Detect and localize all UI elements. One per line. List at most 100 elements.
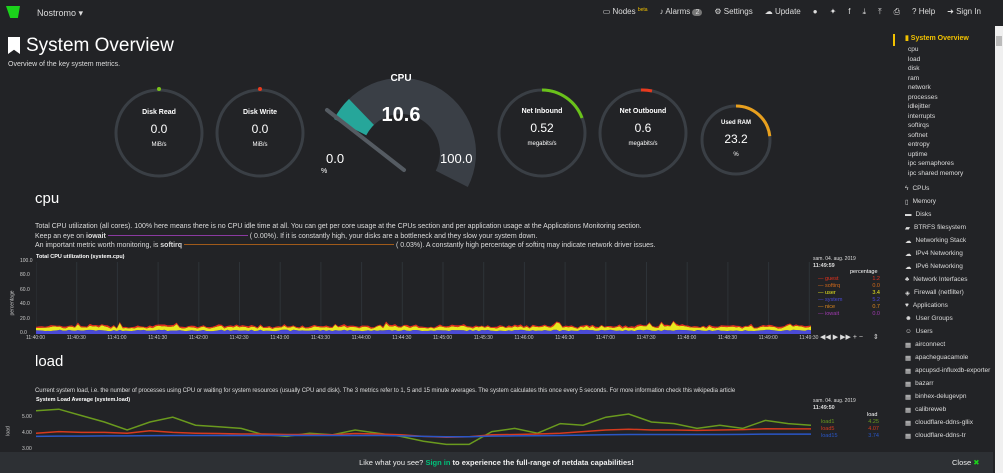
sidebar-subitem-uptime[interactable]: uptime bbox=[908, 150, 928, 158]
nav-sign-in[interactable]: ➜ Sign In bbox=[947, 7, 981, 17]
nav-download[interactable]: ⤓ bbox=[863, 7, 867, 17]
signin-link[interactable]: Sign in bbox=[425, 458, 451, 467]
sidebar-item-networking-stack[interactable]: ☁ Networking Stack bbox=[893, 237, 993, 250]
legend-item-iowait[interactable]: — iowait 0.0 bbox=[818, 311, 880, 317]
nav-print[interactable]: ⎙ bbox=[894, 7, 900, 17]
y-tick: 60.0 bbox=[20, 286, 30, 293]
sidebar-subitem-network[interactable]: network bbox=[908, 84, 931, 91]
sidebar-subitem-cpu[interactable]: cpu bbox=[908, 46, 919, 53]
legend-item-nice[interactable]: — nice 0.7 bbox=[818, 304, 880, 310]
sidebar-subitem-disk[interactable]: disk bbox=[908, 65, 920, 72]
scrollbar[interactable] bbox=[995, 26, 1003, 473]
pan-right-button[interactable]: ▶▶ bbox=[840, 334, 851, 341]
nav-nodes[interactable]: ▭ Nodes beta bbox=[603, 7, 648, 17]
legend-item-user[interactable]: — user 3.4 bbox=[818, 290, 880, 296]
sidebar-item-memory[interactable]: ▯ Memory bbox=[893, 198, 993, 211]
legend-item-softirq[interactable]: — softirq 0.0 bbox=[818, 283, 880, 289]
series-value: 1.2 bbox=[872, 276, 880, 282]
cpu-gauge-title: CPU bbox=[390, 73, 412, 84]
grid-icon: ▦ bbox=[905, 355, 912, 362]
sidebar-subitem-softirqs[interactable]: softirqs bbox=[908, 122, 929, 129]
sidebar-subitem-load[interactable]: load bbox=[908, 55, 921, 63]
sidebar-item-ipv4-networking[interactable]: ☁ IPv4 Networking bbox=[893, 250, 993, 263]
host-dropdown[interactable]: Nostromo ▾ bbox=[37, 8, 84, 18]
cpu-chart[interactable] bbox=[36, 262, 811, 334]
sidebar-item-airconnect[interactable]: ▦ airconnect bbox=[893, 341, 993, 354]
cloud-icon: ☁ bbox=[905, 238, 912, 245]
resize-handle[interactable]: ⇕ bbox=[872, 334, 879, 341]
zoom-in-button[interactable]: + bbox=[852, 334, 857, 341]
sitemap-icon: ♣ bbox=[905, 276, 910, 283]
sidebar-subitem-entropy[interactable]: entropy bbox=[908, 141, 930, 148]
cpu-softirq-line: An important metric worth monitoring, is… bbox=[35, 241, 815, 251]
scrollbar-thumb[interactable] bbox=[996, 36, 1002, 46]
nav-help[interactable]: ? Help bbox=[912, 7, 935, 17]
x-tick: 11:48:30 bbox=[717, 335, 737, 341]
nav-settings[interactable]: ⚙ Settings bbox=[714, 7, 752, 17]
sidebar-subitem-ram[interactable]: ram bbox=[908, 74, 920, 82]
legend-title: load bbox=[867, 412, 878, 418]
gauges bbox=[114, 77, 772, 188]
sidebar-item-cpus[interactable]: ϟ CPUs bbox=[893, 185, 993, 198]
label: Memory bbox=[912, 198, 937, 205]
sidebar-item-firewall-netfilter-[interactable]: ◈ Firewall (netfilter) bbox=[893, 289, 993, 302]
sidebar-item-cloudflare-ddns-tr[interactable]: ▦ cloudflare-ddns-tr bbox=[893, 432, 993, 445]
legend-item-load15[interactable]: load15 3.74 bbox=[821, 433, 879, 439]
top-navbar: Nostromo ▾ ▭ Nodes beta ♪ Alarms 2 ⚙ Setti… bbox=[0, 0, 993, 26]
alarm-count-badge: 2 bbox=[692, 9, 703, 16]
play-button[interactable]: ▶ bbox=[832, 334, 839, 341]
x-tick: 11:47:00 bbox=[595, 335, 615, 341]
legend-item-load1[interactable]: load1 4.25 bbox=[821, 419, 879, 425]
sidebar-subitem-idlejitter[interactable]: idlejitter bbox=[908, 103, 931, 110]
netdata-logo[interactable] bbox=[6, 6, 20, 18]
cpu-iowait-line: Keep an eye on iowait ( 0.00%). If it is… bbox=[35, 232, 815, 242]
nav-alarms[interactable]: ♪ Alarms 2 bbox=[660, 7, 703, 17]
page-subtitle: Overview of the key system metrics. bbox=[8, 61, 121, 68]
sidebar-subitem-processes[interactable]: processes bbox=[908, 93, 938, 101]
sidebar-item-disks[interactable]: ▬ Disks bbox=[893, 211, 993, 224]
y-tick: 80.0 bbox=[20, 272, 30, 279]
gauge-unit: MiB/s bbox=[151, 142, 167, 148]
legend-item-load5[interactable]: load5 4.07 bbox=[821, 426, 879, 432]
gauge-unit: % bbox=[733, 152, 739, 158]
legend-item-guest[interactable]: — guest 1.2 bbox=[818, 276, 880, 282]
sidebar-item-btrfs-filesystem[interactable]: ▰ BTRFS filesystem bbox=[893, 224, 993, 237]
close-banner-button[interactable]: Close ✖ bbox=[952, 452, 980, 473]
sidebar-item-bazarr[interactable]: ▦ bazarr bbox=[893, 380, 993, 393]
sidebar-item-apcupsd-influxdb-exporter[interactable]: ▦ apcupsd-influxdb-exporter bbox=[893, 367, 993, 380]
nav-facebook[interactable]: f bbox=[848, 7, 850, 17]
sidebar-item-ipv6-networking[interactable]: ☁ IPv6 Networking bbox=[893, 263, 993, 276]
load-chart[interactable] bbox=[36, 400, 811, 452]
sidebar-item-calibreweb[interactable]: ▦ calibreweb bbox=[893, 406, 993, 419]
nav-github[interactable]: ● bbox=[813, 7, 818, 17]
nav-upload[interactable]: ⤒ bbox=[878, 7, 882, 17]
label: User Groups bbox=[915, 315, 953, 322]
legend-time: 11:49:59 bbox=[813, 263, 835, 269]
shield-icon: ◈ bbox=[905, 290, 910, 297]
sidebar-item-system-overview[interactable]: ▮ System Overview bbox=[893, 34, 993, 46]
pan-left-button[interactable]: ◀◀ bbox=[820, 334, 831, 341]
grid-icon: ▦ bbox=[905, 433, 912, 440]
sidebar-item-binhex-delugevpn[interactable]: ▦ binhex-delugevpn bbox=[893, 393, 993, 406]
zoom-out-button[interactable]: − bbox=[858, 334, 863, 341]
gauge-title: Disk Read bbox=[142, 109, 176, 116]
legend-item-system[interactable]: — system 5.2 bbox=[818, 297, 880, 303]
chart-controls: ◀◀ ▶ ▶▶ + − ⇕ bbox=[820, 333, 879, 341]
sidebar-subitem-ipc-shared-memory[interactable]: ipc shared memory bbox=[908, 169, 964, 177]
sidebar-item-network-interfaces[interactable]: ♣ Network Interfaces bbox=[893, 276, 993, 289]
sidebar-item-cloudflare-ddns-gllix[interactable]: ▦ cloudflare-ddns-gllix bbox=[893, 419, 993, 432]
sidebar-subitem-softnet[interactable]: softnet bbox=[908, 131, 928, 139]
nav-update[interactable]: ☁ Update bbox=[765, 7, 801, 17]
sidebar-item-user-groups[interactable]: ☻ User Groups bbox=[893, 315, 993, 328]
gauge-value: 23.2 bbox=[724, 132, 748, 146]
sidebar-item-apacheguacamole[interactable]: ▦ apacheguacamole bbox=[893, 354, 993, 367]
text: ( 0.03%). A constantly high percentage o… bbox=[395, 242, 656, 249]
x-tick: 11:46:30 bbox=[555, 335, 575, 341]
sidebar-subitem-ipc-semaphores[interactable]: ipc semaphores bbox=[908, 160, 954, 167]
sidebar-item-applications[interactable]: ♥ Applications bbox=[893, 302, 993, 315]
sidebar-subitem-interrupts[interactable]: interrupts bbox=[908, 112, 936, 120]
close-label: Close bbox=[952, 458, 972, 467]
chart-title: System Load Average (system.load) bbox=[36, 397, 131, 403]
sidebar-item-users[interactable]: ☺ Users bbox=[893, 328, 993, 341]
nav-twitter[interactable]: ✦ bbox=[830, 7, 837, 17]
